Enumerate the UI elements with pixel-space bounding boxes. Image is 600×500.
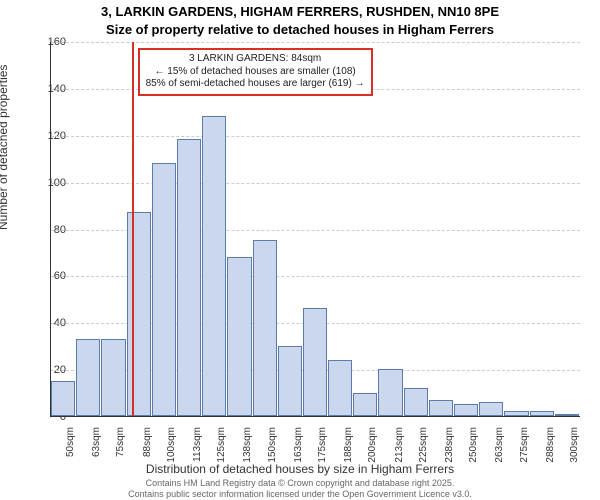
histogram-bar bbox=[378, 369, 402, 416]
gridline bbox=[51, 183, 580, 184]
x-tick-label: 63sqm bbox=[91, 427, 102, 477]
annotation-line2: ← 15% of detached houses are smaller (10… bbox=[146, 66, 365, 79]
x-tick-label: 288sqm bbox=[545, 427, 556, 477]
x-tick-label: 100sqm bbox=[166, 427, 177, 477]
x-tick-label: 263sqm bbox=[494, 427, 505, 477]
histogram-bar bbox=[504, 411, 528, 416]
histogram-bar bbox=[227, 257, 251, 416]
x-tick-label: 50sqm bbox=[65, 427, 76, 477]
histogram-bar bbox=[530, 411, 554, 416]
x-tick-label: 250sqm bbox=[468, 427, 479, 477]
footer-attribution-2: Contains public sector information licen… bbox=[0, 489, 600, 499]
histogram-bar bbox=[127, 212, 151, 416]
reference-line bbox=[132, 42, 134, 416]
x-tick-label: 75sqm bbox=[115, 427, 126, 477]
x-tick-label: 150sqm bbox=[267, 427, 278, 477]
gridline bbox=[51, 42, 580, 43]
chart-title-line1: 3, LARKIN GARDENS, HIGHAM FERRERS, RUSHD… bbox=[0, 4, 600, 19]
histogram-bar bbox=[278, 346, 302, 416]
x-tick-label: 200sqm bbox=[367, 427, 378, 477]
annotation-line3: 85% of semi-detached houses are larger (… bbox=[146, 78, 365, 91]
annotation-box: 3 LARKIN GARDENS: 84sqm← 15% of detached… bbox=[138, 48, 373, 96]
x-tick-label: 188sqm bbox=[343, 427, 354, 477]
footer-attribution-1: Contains HM Land Registry data © Crown c… bbox=[0, 478, 600, 488]
chart-title-line2: Size of property relative to detached ho… bbox=[0, 22, 600, 37]
x-tick-label: 175sqm bbox=[317, 427, 328, 477]
histogram-bar bbox=[404, 388, 428, 416]
x-tick-label: 138sqm bbox=[242, 427, 253, 477]
histogram-bar bbox=[303, 308, 327, 416]
histogram-bar bbox=[76, 339, 100, 416]
histogram-bar bbox=[328, 360, 352, 416]
x-tick-label: 225sqm bbox=[418, 427, 429, 477]
histogram-bar bbox=[101, 339, 125, 416]
x-tick-label: 300sqm bbox=[569, 427, 580, 477]
x-tick-label: 213sqm bbox=[394, 427, 405, 477]
y-axis-label: Number of detached properties bbox=[0, 65, 10, 230]
histogram-bar bbox=[51, 381, 75, 416]
x-tick-label: 275sqm bbox=[519, 427, 530, 477]
annotation-line1: 3 LARKIN GARDENS: 84sqm bbox=[146, 53, 365, 66]
x-tick-label: 88sqm bbox=[142, 427, 153, 477]
x-tick-label: 113sqm bbox=[192, 427, 203, 477]
x-tick-label: 163sqm bbox=[293, 427, 304, 477]
histogram-bar bbox=[479, 402, 503, 416]
histogram-bar bbox=[152, 163, 176, 416]
histogram-bar bbox=[555, 414, 579, 416]
x-tick-label: 125sqm bbox=[216, 427, 227, 477]
histogram-bar bbox=[353, 393, 377, 416]
histogram-bar bbox=[177, 139, 201, 416]
histogram-bar bbox=[253, 240, 277, 416]
x-tick-label: 238sqm bbox=[444, 427, 455, 477]
plot-area: 3 LARKIN GARDENS: 84sqm← 15% of detached… bbox=[50, 42, 580, 417]
histogram-bar bbox=[454, 404, 478, 416]
histogram-chart: 3, LARKIN GARDENS, HIGHAM FERRERS, RUSHD… bbox=[0, 0, 600, 500]
histogram-bar bbox=[429, 400, 453, 416]
gridline bbox=[51, 136, 580, 137]
histogram-bar bbox=[202, 116, 226, 416]
